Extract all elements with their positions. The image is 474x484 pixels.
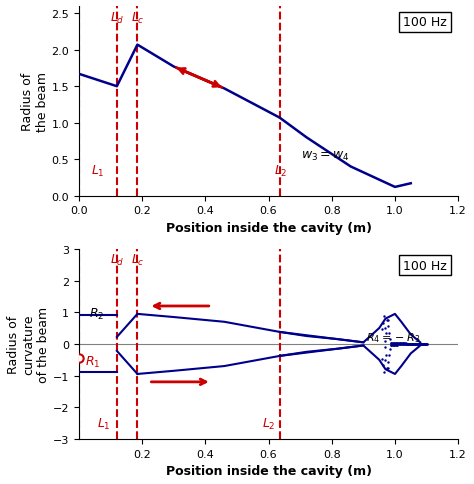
Y-axis label: Radius of
the beam: Radius of the beam	[21, 72, 49, 132]
Text: $L_c$: $L_c$	[130, 11, 144, 26]
Text: $L_d$: $L_d$	[109, 253, 124, 268]
Text: $L_1$: $L_1$	[91, 163, 105, 178]
Text: $R_1$: $R_1$	[85, 354, 101, 369]
Text: 100 Hz: 100 Hz	[403, 16, 447, 30]
Text: $R_2$: $R_2$	[89, 307, 104, 322]
X-axis label: Position inside the cavity (m): Position inside the cavity (m)	[165, 222, 372, 234]
Text: $R_4 = -R_3$: $R_4 = -R_3$	[366, 331, 420, 345]
Text: $L_2$: $L_2$	[274, 163, 288, 178]
Text: $L_d$: $L_d$	[109, 11, 124, 26]
Text: $w_3=w_4$: $w_3=w_4$	[301, 150, 350, 163]
Y-axis label: Radius of
curvature
of the beam: Radius of curvature of the beam	[7, 306, 50, 382]
Text: $L_2$: $L_2$	[262, 416, 275, 431]
Text: $L_1$: $L_1$	[97, 416, 111, 431]
Text: $L_c$: $L_c$	[130, 253, 144, 268]
X-axis label: Position inside the cavity (m): Position inside the cavity (m)	[165, 464, 372, 477]
Text: 100 Hz: 100 Hz	[403, 259, 447, 272]
